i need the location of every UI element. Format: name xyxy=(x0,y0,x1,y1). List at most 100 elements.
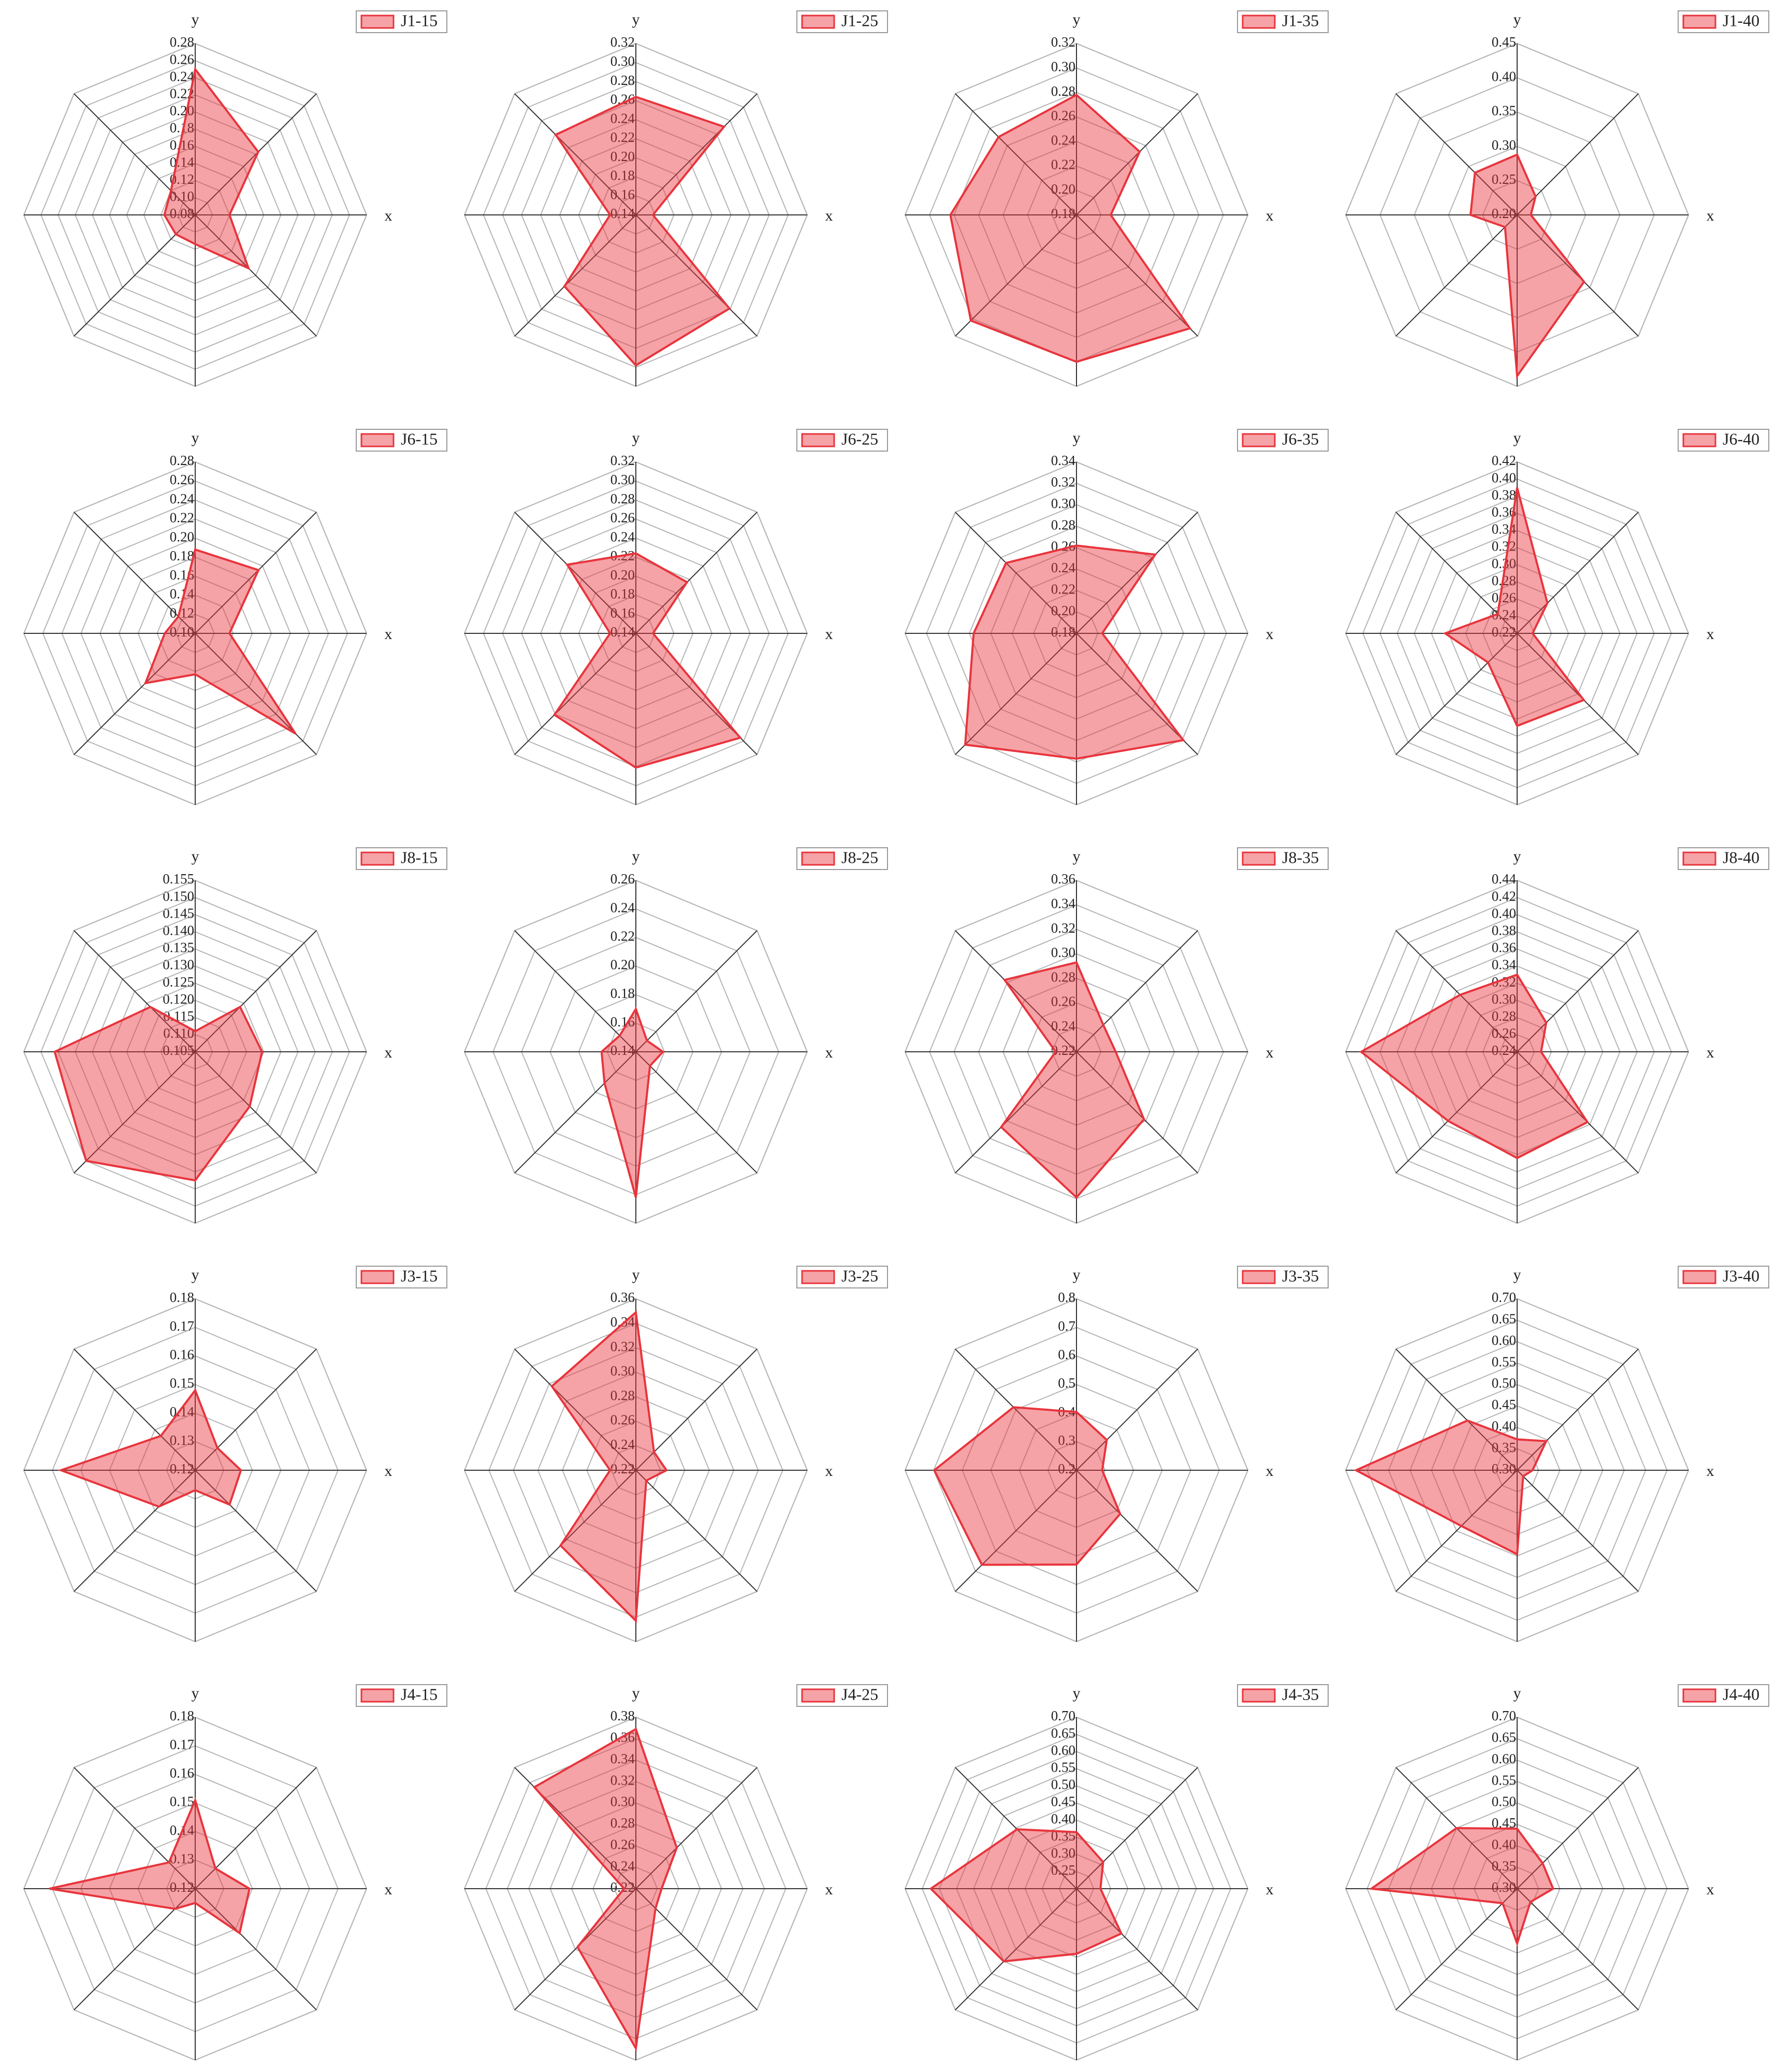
spoke xyxy=(195,633,317,755)
radar-area xyxy=(554,95,731,367)
radar-area xyxy=(600,1006,665,1198)
r-tick-label: 0.34 xyxy=(1051,895,1076,911)
legend-box xyxy=(1678,429,1769,452)
spoke xyxy=(955,512,1077,634)
x-axis-label: x xyxy=(1266,1462,1274,1480)
spoke xyxy=(514,1051,636,1173)
legend-swatch xyxy=(1682,1270,1716,1284)
r-tick-label: 0.12 xyxy=(170,1879,194,1895)
r-tick-label: 0.145 xyxy=(163,905,194,921)
r-tick-label: 0.26 xyxy=(1492,590,1516,605)
y-axis-label: y xyxy=(632,1685,640,1702)
legend-box xyxy=(1678,1266,1769,1288)
x-axis-label: x xyxy=(1266,1044,1274,1061)
legend-swatch xyxy=(801,433,835,447)
spoke xyxy=(1076,930,1198,1052)
x-axis-label: x xyxy=(1707,626,1714,643)
spoke xyxy=(1076,1051,1198,1173)
radar-chart: 0.250.300.350.400.450.500.550.600.650.70… xyxy=(904,1684,1329,2061)
legend-swatch xyxy=(1242,1270,1276,1284)
legend-box xyxy=(1678,847,1769,870)
spoke xyxy=(1517,633,1639,755)
r-tick-label: 0.50 xyxy=(1051,1777,1075,1792)
r-tick-label: 0.140 xyxy=(163,923,194,938)
spoke xyxy=(1517,930,1639,1052)
y-axis-label: y xyxy=(192,848,199,865)
radar-area xyxy=(1369,1827,1555,1947)
radar-chart: 0.140.160.180.200.220.240.260.280.300.32… xyxy=(463,10,888,387)
r-tick-label: 0.10 xyxy=(170,624,194,640)
r-tick-label: 0.45 xyxy=(1492,1397,1516,1412)
x-axis-label: x xyxy=(1707,1462,1714,1480)
spoke xyxy=(74,1349,196,1471)
spoke xyxy=(514,1888,636,2010)
y-axis-label: y xyxy=(1514,1266,1521,1283)
r-tick-label: 0.24 xyxy=(610,110,635,126)
radar-area xyxy=(532,1727,678,2052)
r-tick-label: 0.14 xyxy=(610,206,635,221)
x-axis-label: x xyxy=(825,207,833,224)
r-tick-label: 0.28 xyxy=(1051,517,1075,532)
legend-box xyxy=(796,1684,888,1707)
legend-swatch xyxy=(360,15,395,29)
r-tick-label: 0.30 xyxy=(610,53,635,69)
x-axis-label: x xyxy=(1707,1044,1714,1061)
spoke xyxy=(195,1470,317,1592)
spoke xyxy=(635,214,758,337)
r-tick-label: 0.45 xyxy=(1051,1794,1075,1809)
y-axis-label: y xyxy=(1073,1685,1081,1702)
spoke xyxy=(635,1767,758,1889)
r-tick-label: 0.130 xyxy=(163,957,194,973)
spoke xyxy=(955,1767,1077,1889)
legend-swatch xyxy=(1242,851,1276,866)
radar-area xyxy=(1359,973,1589,1160)
legend-box xyxy=(796,1266,888,1288)
radar-area xyxy=(999,961,1145,1199)
r-tick-label: 0.24 xyxy=(170,68,195,84)
legend-swatch xyxy=(801,1270,835,1284)
r-tick-label: 0.35 xyxy=(1492,1858,1516,1874)
r-tick-label: 0.26 xyxy=(170,51,194,67)
r-tick-label: 0.20 xyxy=(170,103,194,119)
x-axis-label: x xyxy=(1266,207,1274,224)
r-tick-label: 0.20 xyxy=(1051,603,1075,618)
legend-label: J3-15 xyxy=(401,1266,438,1285)
x-axis-label: x xyxy=(825,1881,833,1898)
spoke xyxy=(195,930,317,1052)
r-tick-label: 0.45 xyxy=(1492,34,1516,50)
spoke xyxy=(1517,1767,1639,1889)
r-tick-label: 0.20 xyxy=(610,957,635,973)
y-axis-label: y xyxy=(1073,429,1081,446)
r-tick-label: 0.28 xyxy=(1492,1008,1516,1024)
legend-label: J8-35 xyxy=(1282,848,1319,866)
x-axis-label: x xyxy=(1707,1881,1714,1898)
r-tick-label: 0.12 xyxy=(170,1461,194,1476)
spoke xyxy=(635,512,758,634)
r-tick-label: 0.65 xyxy=(1051,1725,1075,1741)
legend-label: J1-40 xyxy=(1723,11,1759,30)
spoke xyxy=(74,1051,196,1173)
legend-swatch xyxy=(801,1688,835,1703)
legend-swatch xyxy=(801,15,835,29)
legend-swatch xyxy=(360,433,395,447)
r-tick-label: 0.42 xyxy=(1492,453,1516,468)
r-tick-label: 0.35 xyxy=(1492,103,1516,119)
r-tick-label: 0.20 xyxy=(170,529,194,544)
r-tick-label: 0.24 xyxy=(1051,560,1076,575)
r-tick-label: 0.14 xyxy=(170,154,195,170)
r-tick-label: 0.32 xyxy=(1051,920,1075,936)
spoke xyxy=(1517,1888,1639,2010)
x-axis-label: x xyxy=(1266,1881,1274,1898)
r-tick-label: 0.18 xyxy=(170,1289,194,1305)
r-tick-label: 0.30 xyxy=(610,1794,635,1809)
spoke xyxy=(955,93,1077,215)
legend-label: J8-40 xyxy=(1723,848,1759,866)
r-tick-label: 0.08 xyxy=(170,206,194,221)
r-tick-label: 0.50 xyxy=(1492,1794,1516,1809)
